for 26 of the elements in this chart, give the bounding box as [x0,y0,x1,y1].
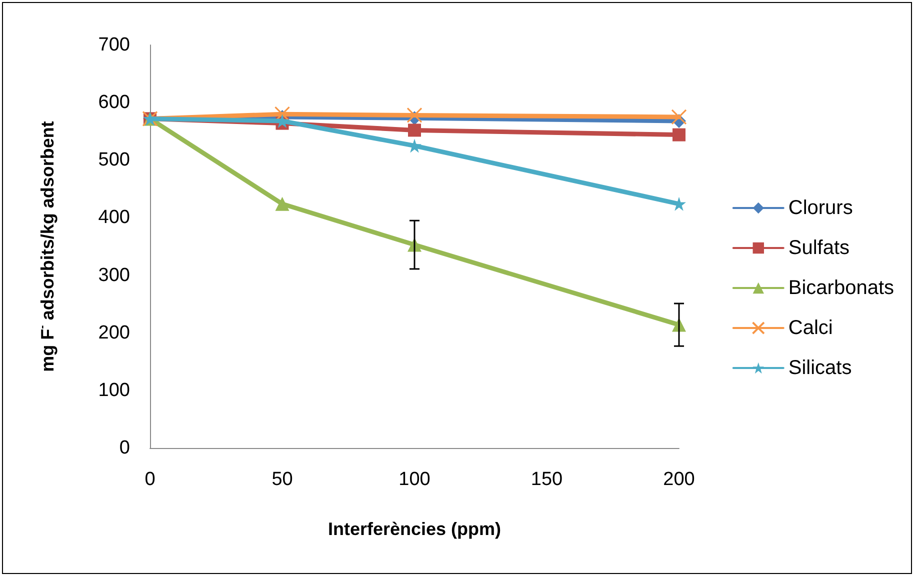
x-axis-title: Interferències (ppm) [328,519,502,539]
x-tick-label: 100 [398,469,430,490]
y-tick-label: 600 [98,92,130,114]
x-tick-label: 50 [272,469,293,490]
y-tick-label: 400 [98,207,130,228]
point [672,128,686,142]
y-tick-label: 300 [98,264,130,286]
y-tick-label: 0 [119,438,130,458]
legend-label: Sulfats [788,237,850,259]
y-axis-title: mg F- adsorbits/kg adsorbent [36,121,58,372]
y-tick-label: 200 [98,322,130,344]
y-tick-label: 500 [98,150,130,171]
x-tick-label: 150 [530,469,563,490]
legend-label: Clorurs [788,197,853,219]
point [275,196,290,211]
legend-label: Calci [788,317,833,339]
point [671,109,687,125]
legend-label: Bicarbonats [788,277,894,299]
point [274,106,290,122]
legend-label: Silicats [788,357,852,379]
point [408,124,421,137]
y-tick-label: 700 [98,34,130,56]
point [406,107,422,124]
x-tick-label: 200 [663,469,695,490]
y-tick-label: 100 [98,380,130,401]
x-tick-label: 0 [144,469,156,490]
